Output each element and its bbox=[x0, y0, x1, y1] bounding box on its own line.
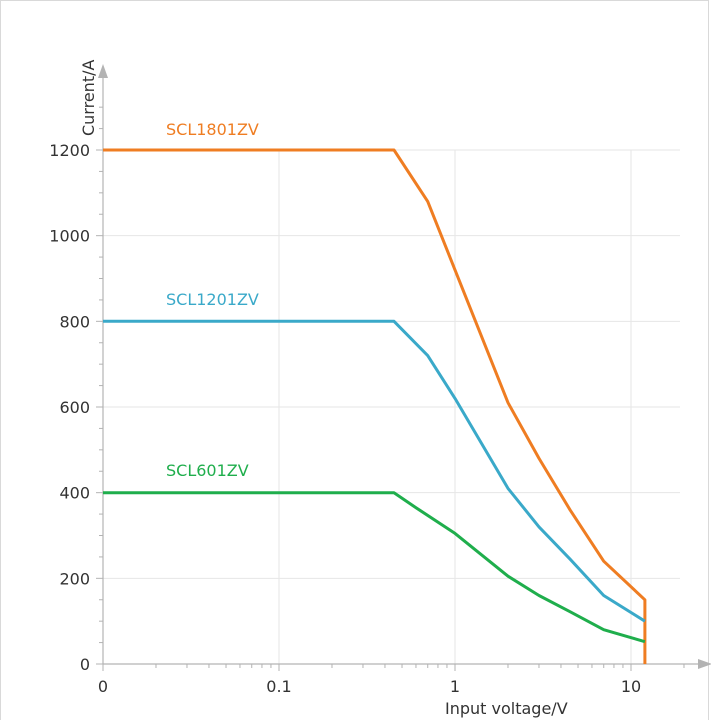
x-axis-label: Input voltage/V bbox=[445, 699, 568, 718]
series-line-scl601zv bbox=[103, 491, 646, 644]
axes bbox=[98, 64, 711, 669]
x-tick-label: 10 bbox=[621, 677, 641, 696]
series-line-scl1201zv bbox=[103, 319, 646, 623]
y-tick-label: 800 bbox=[59, 312, 90, 331]
series-lines bbox=[103, 148, 647, 664]
x-tick-labels: 0 0.1 1 10 bbox=[98, 677, 641, 696]
y-tick-label: 1000 bbox=[49, 227, 90, 246]
y-axis-label: Current/A bbox=[79, 60, 98, 136]
y-tick-label: 1200 bbox=[49, 141, 90, 160]
y-tick-label: 600 bbox=[59, 398, 90, 417]
x-axis-arrow bbox=[698, 659, 711, 669]
x-tick-label: 1 bbox=[450, 677, 460, 696]
tick-marks bbox=[96, 106, 685, 671]
x-tick-label: 0.1 bbox=[266, 677, 291, 696]
series-labels: SCL1801ZV SCL1201ZV SCL601ZV bbox=[166, 120, 259, 480]
grid-lines bbox=[103, 149, 680, 664]
y-tick-label: 200 bbox=[59, 569, 90, 588]
y-tick-label: 400 bbox=[59, 484, 90, 503]
x-tick-label: 0 bbox=[98, 677, 108, 696]
y-tick-label: 0 bbox=[80, 655, 90, 674]
series-label-scl1201zv: SCL1201ZV bbox=[166, 290, 259, 309]
y-tick-labels: 0 200 400 600 800 1000 1200 bbox=[49, 141, 90, 674]
series-label-scl1801zv: SCL1801ZV bbox=[166, 120, 259, 139]
series-label-scl601zv: SCL601ZV bbox=[166, 461, 249, 480]
series-line-scl1801zv bbox=[103, 148, 647, 664]
y-axis-arrow bbox=[98, 64, 108, 78]
